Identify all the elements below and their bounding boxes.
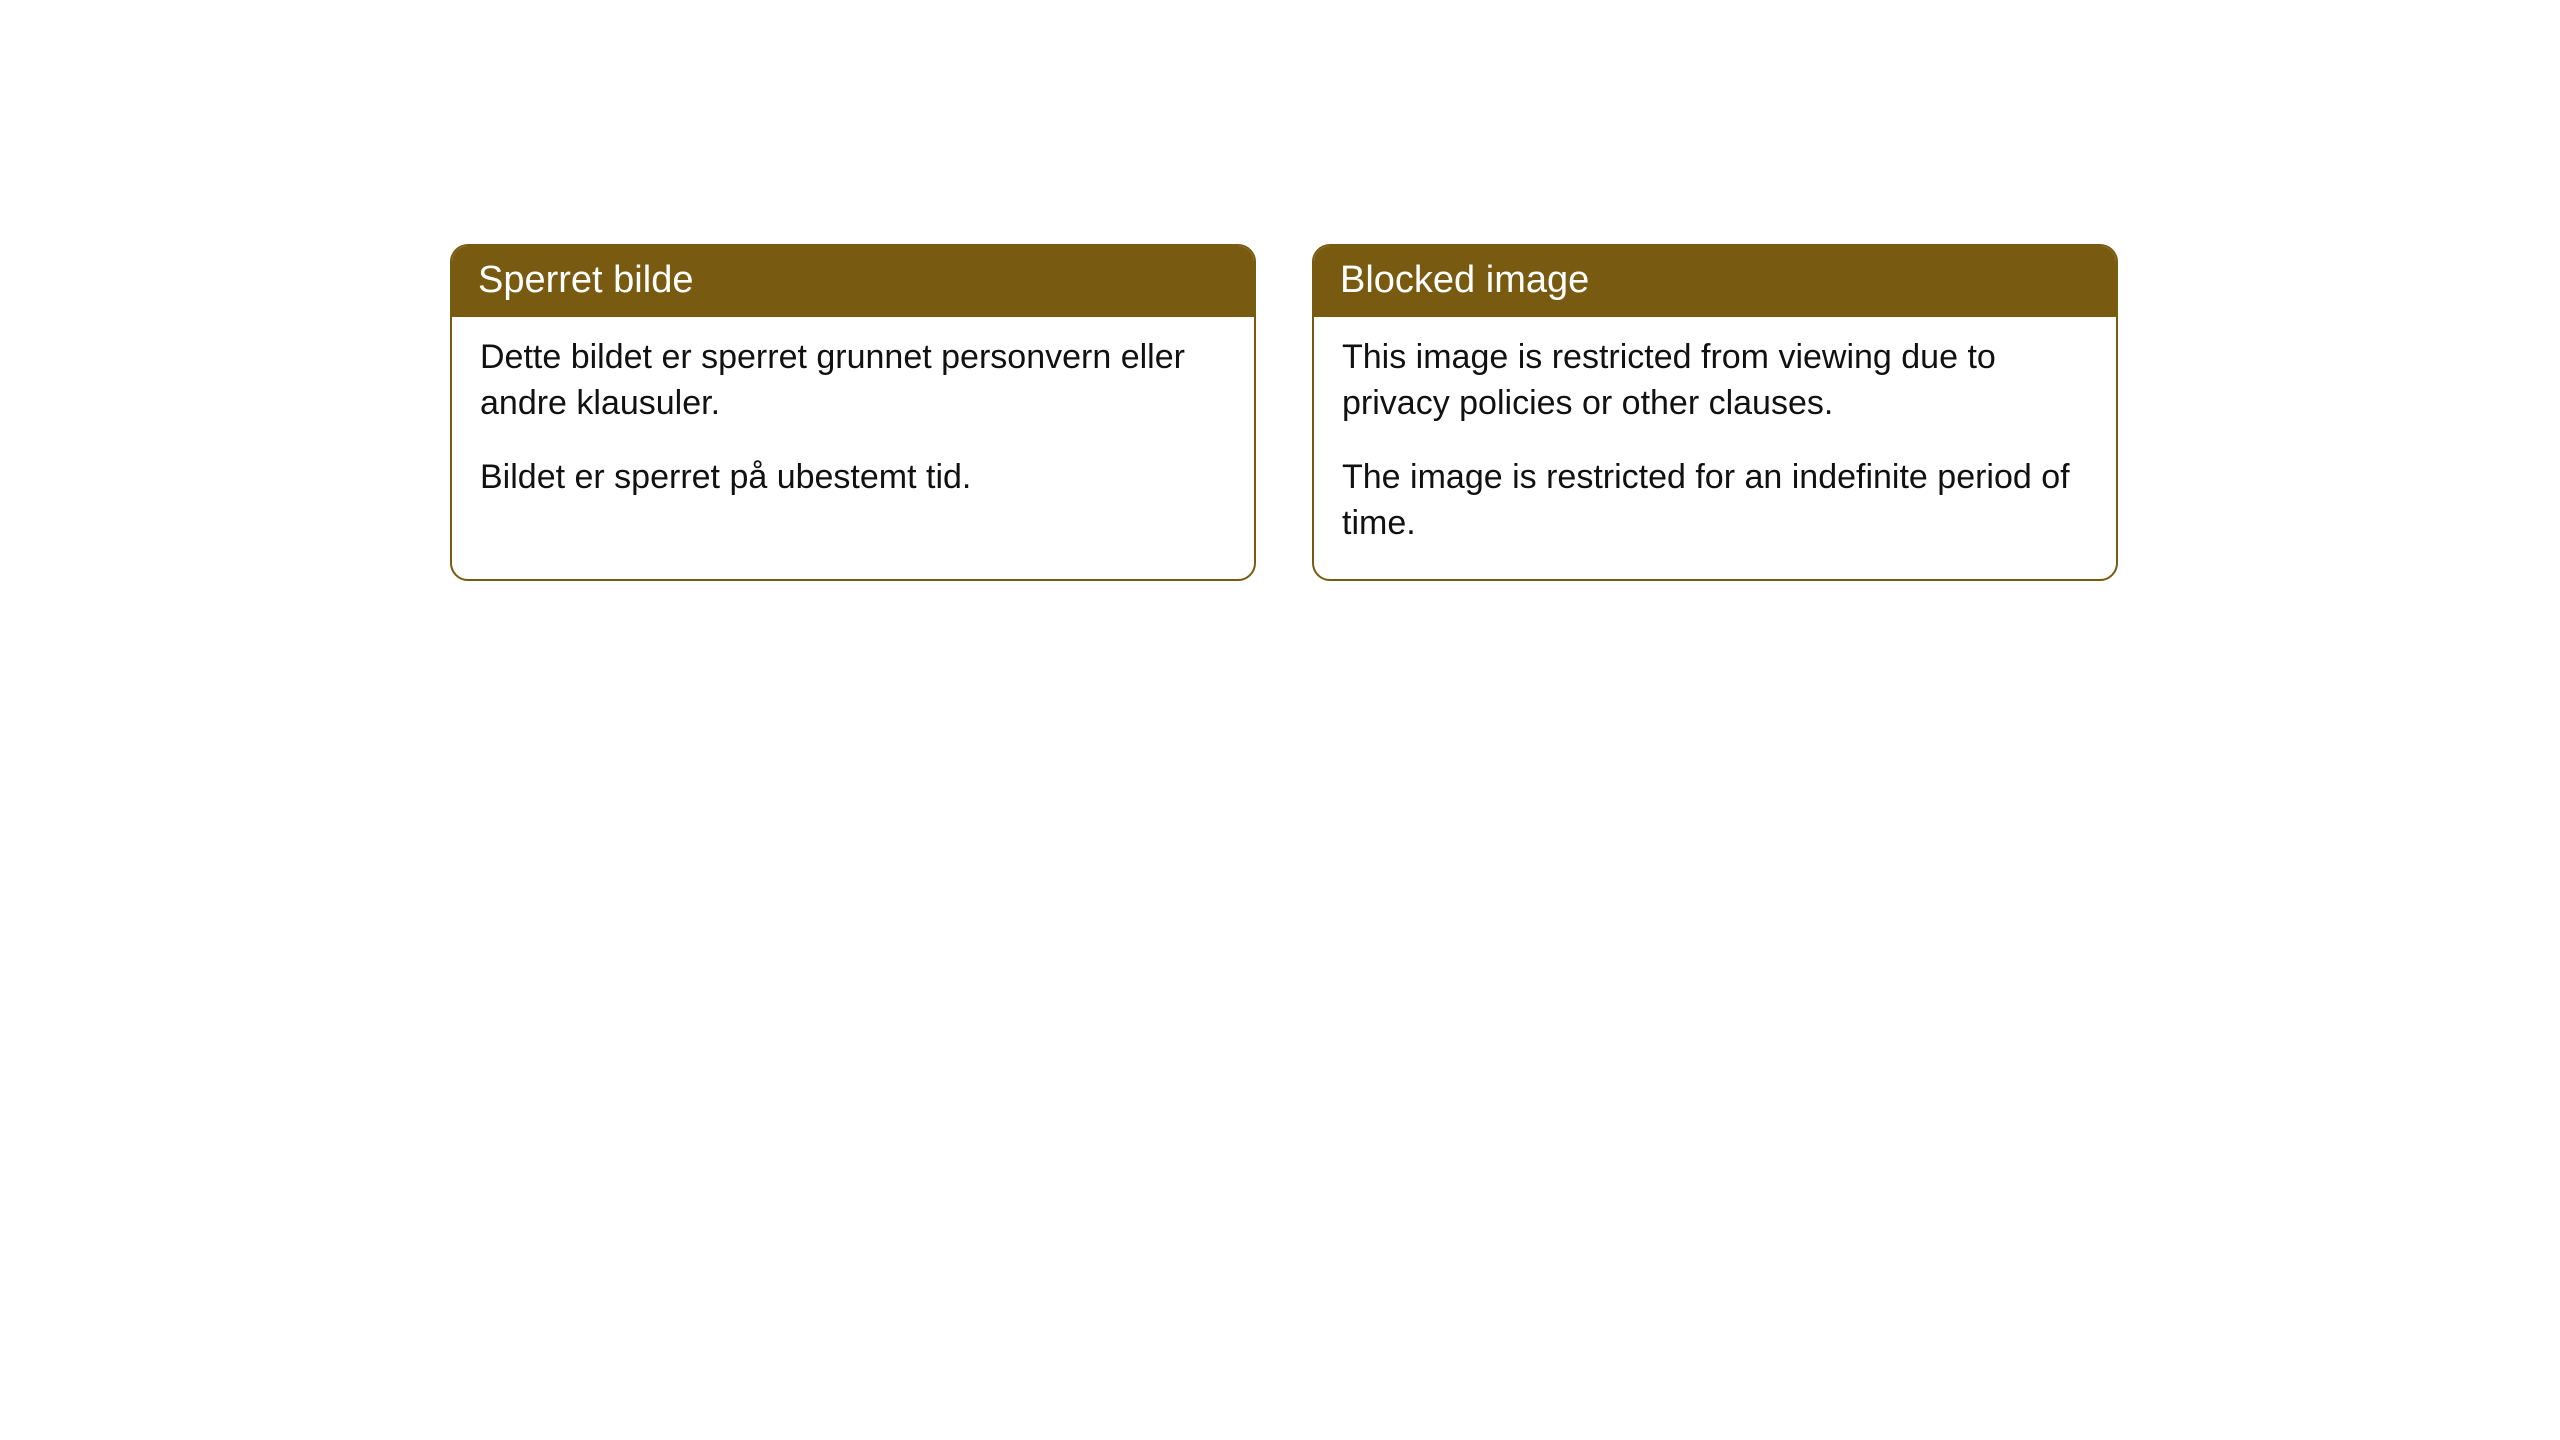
card-paragraph: Bildet er sperret på ubestemt tid. [480, 455, 1226, 501]
card-paragraph: The image is restricted for an indefinit… [1342, 455, 2088, 547]
card-header: Blocked image [1314, 246, 2116, 317]
card-paragraph: This image is restricted from viewing du… [1342, 335, 2088, 427]
notice-card-norwegian: Sperret bilde Dette bildet er sperret gr… [450, 244, 1256, 581]
notice-card-english: Blocked image This image is restricted f… [1312, 244, 2118, 581]
card-body: This image is restricted from viewing du… [1314, 317, 2116, 579]
card-header: Sperret bilde [452, 246, 1254, 317]
card-paragraph: Dette bildet er sperret grunnet personve… [480, 335, 1226, 427]
card-body: Dette bildet er sperret grunnet personve… [452, 317, 1254, 533]
notice-container: Sperret bilde Dette bildet er sperret gr… [0, 0, 2560, 581]
